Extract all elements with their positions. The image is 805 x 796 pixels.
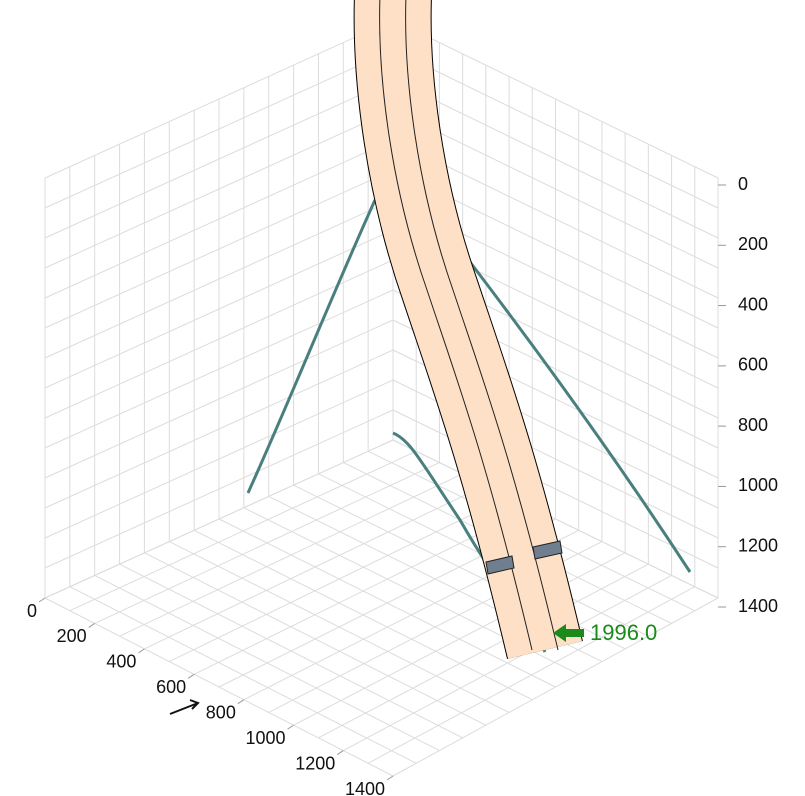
z-tick-label: 600 <box>738 355 768 375</box>
z-tick-label: 400 <box>738 294 768 314</box>
x-tick-label: 200 <box>57 626 87 646</box>
north-arrow <box>170 700 198 714</box>
z-tick-label: 1400 <box>738 596 778 616</box>
grid-line <box>120 564 463 738</box>
spacer <box>573 698 586 704</box>
well-tube <box>393 0 545 650</box>
z-tick-label: 1000 <box>738 475 778 495</box>
x-tick-label: 0 <box>27 601 37 621</box>
annotation: 1996.0 <box>590 620 657 645</box>
x-tick <box>288 725 294 729</box>
chart: 1996.0 0 200 400 600 800 1000 1200 1400 0 200 400 6… <box>0 0 805 796</box>
z-tick-label: 200 <box>738 234 768 254</box>
x-tick <box>89 623 95 627</box>
z-tick-label: 800 <box>738 415 768 435</box>
x-tick-label: 1200 <box>295 753 335 773</box>
x-tick-label: 800 <box>206 702 236 722</box>
x-tick <box>337 751 343 755</box>
well-shadow <box>248 200 375 493</box>
x-tick <box>138 649 144 653</box>
grid-line <box>70 587 416 764</box>
well <box>248 0 690 704</box>
x-tick <box>39 598 45 602</box>
x-tick <box>387 776 393 780</box>
z-tick-label: 1200 <box>738 535 778 555</box>
x-tick-label: 1000 <box>246 728 286 748</box>
grid-line <box>45 598 393 776</box>
x-tick-label: 600 <box>156 677 186 697</box>
x-tick <box>188 674 194 678</box>
x-tick-label: 1400 <box>345 779 385 796</box>
grid-line <box>95 575 440 750</box>
z-tick-label: 0 <box>738 174 748 194</box>
x-tick <box>238 700 244 704</box>
grid-line <box>318 564 648 738</box>
x-tick-label: 400 <box>106 652 136 672</box>
